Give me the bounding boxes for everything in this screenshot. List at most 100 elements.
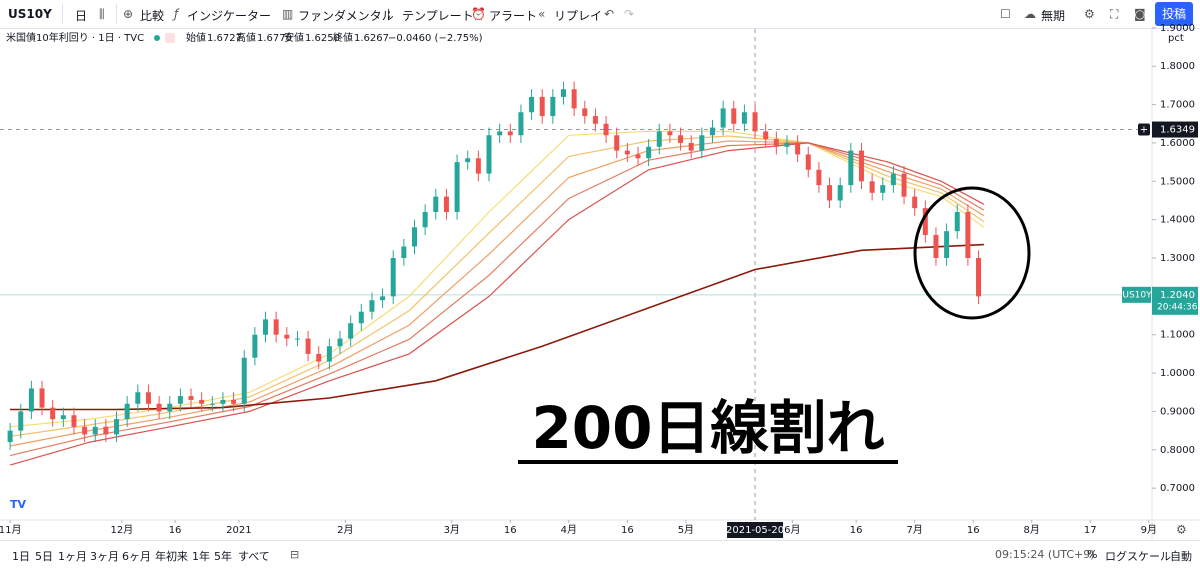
redo[interactable]: ↷ <box>624 7 635 21</box>
candle-body <box>252 334 258 358</box>
alert[interactable]: アラート <box>489 9 538 23</box>
y-tick-label: 1.7000 <box>1160 100 1195 111</box>
candle-body <box>401 246 407 259</box>
candle-body <box>124 403 130 420</box>
crosshair-add-button[interactable] <box>1138 123 1150 136</box>
candle-body <box>475 158 481 174</box>
candle-body <box>688 142 694 151</box>
candle-body <box>539 96 545 117</box>
candle-body <box>209 403 215 405</box>
x-tick-label: 6月 <box>784 524 800 536</box>
candle-body <box>678 135 684 143</box>
candle-body <box>869 181 875 193</box>
candle-body <box>965 211 971 259</box>
candle-body <box>326 346 332 362</box>
candle-body <box>92 426 98 435</box>
templates-icon: ⌇ <box>386 7 392 21</box>
axis-settings[interactable]: ⚙ <box>1176 523 1187 537</box>
candle-body <box>890 173 896 186</box>
undo[interactable]: ↶ <box>604 7 615 21</box>
candle-body <box>71 415 77 427</box>
y-tick-label: 1.1000 <box>1160 330 1195 341</box>
templates[interactable]: テンプレート <box>402 9 474 23</box>
range-button[interactable]: 1年 <box>192 550 210 563</box>
candle-body <box>380 296 386 301</box>
x-tick-label: 12月 <box>110 524 133 536</box>
layout-icon[interactable]: ☐ <box>1000 7 1011 21</box>
toolbar: US10Y 日 ⫼ ⊕ 比較 ƒ インジケーター ▥ ファンダメンタル ⌇ テン… <box>0 0 1200 29</box>
replay[interactable]: リプレイ <box>554 9 603 23</box>
separator <box>116 4 117 24</box>
range-button[interactable]: 5年 <box>214 550 232 563</box>
cloud[interactable]: 無期 <box>1041 9 1066 23</box>
x-tick-label: 9月 <box>1141 524 1157 536</box>
y-tick-label: 1.0000 <box>1160 368 1195 379</box>
legend-button[interactable] <box>165 33 175 43</box>
range-button[interactable]: すべて <box>238 550 270 563</box>
x-tick-label: 11月 <box>0 524 21 536</box>
x-tick-label: 8月 <box>1024 524 1040 536</box>
legend-title: 米国債10年利回り · 1日 · TVC <box>6 31 144 44</box>
last-price-symbol-box <box>1122 286 1151 303</box>
candle-body <box>7 430 13 443</box>
range-button[interactable]: 5日 <box>35 550 53 563</box>
candle-body <box>369 300 375 312</box>
range-button[interactable]: 1日 <box>12 550 30 563</box>
candle-body <box>529 96 535 113</box>
publish-button[interactable]: 投稿 <box>1155 2 1193 26</box>
replay-icon: « <box>538 7 546 21</box>
compare-icon: ⊕ <box>123 7 134 21</box>
moving-average <box>9 142 985 457</box>
candle-body <box>39 388 45 408</box>
bar-style-icon[interactable]: ⫼ <box>99 7 105 21</box>
candle-body <box>784 142 790 147</box>
y-tick-label: 1.8000 <box>1160 61 1195 72</box>
candle-body <box>773 139 779 147</box>
plot-area <box>0 29 1152 520</box>
settings-icon[interactable]: ⚙ <box>1084 7 1095 21</box>
candle-body <box>263 319 269 335</box>
plot: 0.70000.80000.90001.00001.10001.20001.30… <box>0 23 1198 538</box>
price-unit: pct <box>1168 33 1184 44</box>
snapshot-icon[interactable]: ◙ <box>1134 7 1146 21</box>
symbol[interactable]: US10Y <box>8 7 52 21</box>
range-button[interactable]: 6ヶ月 <box>122 550 151 563</box>
fundamentals[interactable]: ファンダメンタル <box>298 9 394 23</box>
crosshair-add-icon: + <box>1140 125 1148 136</box>
moving-average <box>9 140 985 447</box>
candle-body <box>571 89 577 109</box>
legend-change: −0.0460 (−2.75%) <box>388 33 483 44</box>
range-button[interactable]: 1ヶ月 <box>58 550 87 563</box>
fullscreen-icon[interactable]: ⛶ <box>1110 7 1119 21</box>
candle-body <box>827 185 833 201</box>
candle-body <box>795 142 801 155</box>
candle-body <box>507 131 513 136</box>
moving-average <box>9 142 985 466</box>
indicators[interactable]: インジケーター <box>187 9 272 23</box>
date-range-icon[interactable]: ⊟ <box>290 548 300 561</box>
compare[interactable]: 比較 <box>140 9 165 23</box>
range-button[interactable]: 年初来 <box>155 550 188 563</box>
candle-body <box>294 338 300 340</box>
candle-body <box>550 96 556 117</box>
auto-toggle[interactable]: 自動 <box>1170 550 1192 563</box>
interval[interactable]: 日 <box>75 9 88 23</box>
last-price-box <box>1152 286 1198 315</box>
candle-body <box>199 399 205 404</box>
legend-label: 終値 <box>333 31 353 44</box>
candle-body <box>720 108 726 128</box>
legend-value: 1.6267 <box>354 33 389 44</box>
moving-average <box>10 135 985 437</box>
last-price-label: 1.2040 <box>1160 290 1195 301</box>
candle-body <box>582 108 588 117</box>
log-toggle[interactable]: ログスケール <box>1105 550 1171 563</box>
x-tick-label: 2月 <box>337 524 353 536</box>
y-tick-label: 1.9000 <box>1160 23 1195 34</box>
candle-body <box>667 131 673 136</box>
candle-body <box>220 399 226 404</box>
percent-toggle[interactable]: % <box>1087 548 1098 561</box>
candle-body <box>901 173 907 197</box>
range-button[interactable]: 3ヶ月 <box>90 550 119 563</box>
legend-label: 高値 <box>236 31 256 44</box>
